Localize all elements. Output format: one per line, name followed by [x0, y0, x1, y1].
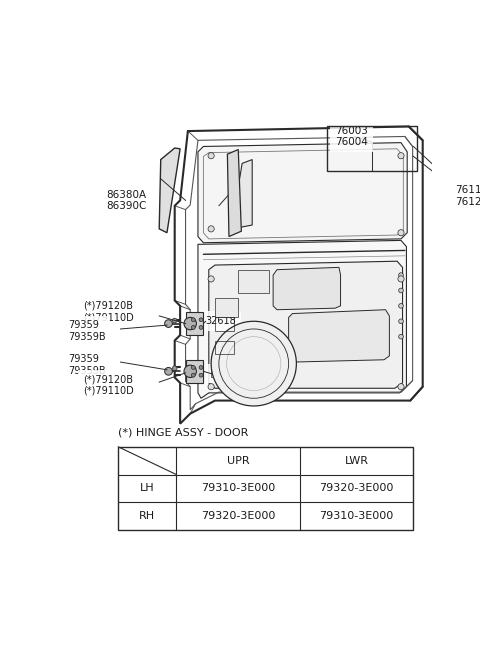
Text: 79359
79359B: 79359 79359B: [68, 321, 106, 342]
Text: 32618: 32618: [211, 369, 242, 379]
Text: 79310-3E000: 79310-3E000: [201, 483, 276, 493]
Circle shape: [208, 153, 214, 159]
Circle shape: [208, 384, 214, 390]
Circle shape: [208, 226, 214, 232]
Text: LWR: LWR: [345, 456, 369, 466]
Circle shape: [172, 366, 177, 371]
Circle shape: [192, 373, 195, 377]
Bar: [118, 447, 413, 530]
Circle shape: [399, 304, 403, 308]
Circle shape: [399, 273, 403, 277]
Polygon shape: [198, 240, 407, 398]
Text: (*)79120B
(*)79110D: (*)79120B (*)79110D: [83, 375, 134, 396]
Circle shape: [399, 319, 403, 323]
Circle shape: [199, 325, 203, 329]
Text: RH: RH: [139, 511, 155, 521]
Text: 76111
76121: 76111 76121: [455, 185, 480, 207]
Bar: [215, 340, 234, 354]
Polygon shape: [186, 359, 204, 383]
Polygon shape: [209, 261, 403, 388]
Polygon shape: [288, 310, 389, 362]
Circle shape: [184, 318, 196, 330]
Circle shape: [398, 276, 404, 282]
Circle shape: [398, 384, 404, 390]
Bar: [215, 298, 238, 318]
Text: 79359
79359B: 79359 79359B: [68, 354, 106, 376]
Circle shape: [208, 276, 214, 282]
Circle shape: [399, 288, 403, 293]
Circle shape: [199, 365, 203, 369]
Circle shape: [172, 318, 177, 323]
Circle shape: [184, 365, 196, 377]
Circle shape: [199, 373, 203, 377]
Circle shape: [192, 318, 195, 321]
Bar: [327, 127, 417, 171]
Circle shape: [165, 319, 172, 327]
Text: 79320-3E000: 79320-3E000: [319, 483, 394, 493]
Circle shape: [199, 318, 203, 321]
Text: 32618: 32618: [206, 316, 237, 326]
Text: 86380A
86390C: 86380A 86390C: [107, 190, 147, 211]
Text: UPR: UPR: [227, 456, 250, 466]
Circle shape: [398, 153, 404, 159]
Circle shape: [211, 321, 296, 406]
Bar: [211, 356, 238, 377]
Bar: [215, 318, 234, 331]
Polygon shape: [198, 142, 407, 243]
Circle shape: [192, 365, 195, 369]
Polygon shape: [228, 150, 241, 237]
Text: 79320-3E000: 79320-3E000: [201, 511, 276, 521]
Text: 79310-3E000: 79310-3E000: [319, 511, 394, 521]
Polygon shape: [186, 312, 204, 335]
Circle shape: [398, 230, 404, 236]
Polygon shape: [232, 159, 252, 229]
Text: 76003
76004: 76003 76004: [335, 126, 368, 147]
Circle shape: [165, 367, 172, 375]
Circle shape: [399, 335, 403, 339]
Text: LH: LH: [140, 483, 155, 493]
Polygon shape: [159, 148, 180, 233]
Polygon shape: [273, 268, 340, 310]
Bar: [238, 270, 269, 293]
Text: (*) HINGE ASSY - DOOR: (*) HINGE ASSY - DOOR: [118, 428, 249, 438]
Circle shape: [192, 325, 195, 329]
Text: (*)79120B
(*)79110D: (*)79120B (*)79110D: [83, 300, 134, 322]
